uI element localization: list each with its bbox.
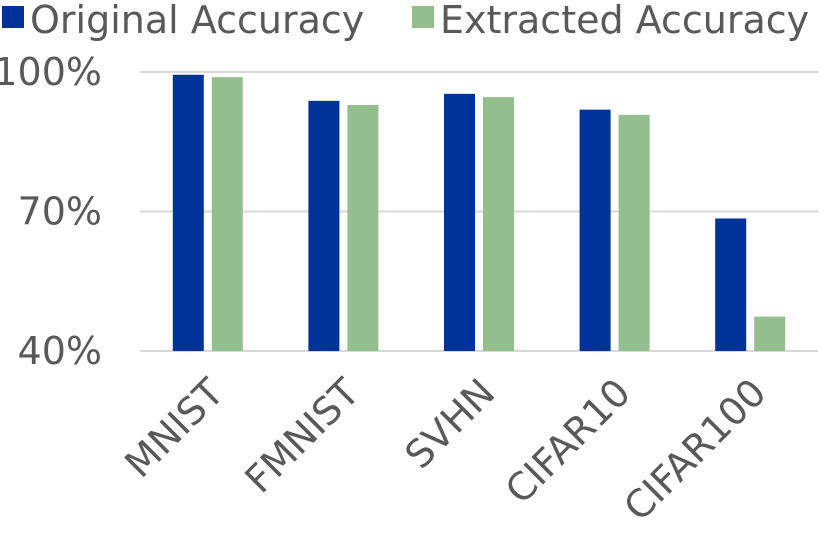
- bar-original-accuracy-svhn: [444, 93, 475, 351]
- bar-original-accuracy-fmnist: [308, 100, 340, 351]
- legend-label: Original Accuracy: [30, 0, 364, 42]
- y-tick-label: 40%: [18, 329, 102, 373]
- bar-extracted-accuracy-fmnist: [347, 105, 379, 351]
- x-tick-label: CIFAR10: [497, 370, 639, 512]
- x-tick-label: MNIST: [116, 370, 232, 486]
- bars: [172, 74, 786, 352]
- legend-label: Extracted Accuracy: [440, 0, 809, 42]
- gridlines: [140, 71, 818, 352]
- legend-swatch: [412, 6, 434, 28]
- bar-original-accuracy-mnist: [172, 74, 204, 351]
- bar-original-accuracy-cifar10: [579, 109, 611, 351]
- y-tick-label: 100%: [0, 50, 102, 94]
- x-tick-label: FMNIST: [237, 370, 369, 502]
- chart-legend: Original Accuracy Extracted Accuracy: [2, 0, 809, 42]
- bar-extracted-accuracy-mnist: [211, 77, 243, 352]
- bar-extracted-accuracy-svhn: [483, 97, 514, 351]
- y-tick-label: 70%: [18, 190, 102, 234]
- legend-swatch: [2, 6, 24, 28]
- bar-extracted-accuracy-cifar100: [754, 316, 786, 351]
- x-tick-label: SVHN: [397, 370, 504, 477]
- bar-extracted-accuracy-cifar10: [618, 114, 650, 351]
- bar-original-accuracy-cifar100: [715, 218, 747, 351]
- y-axis: 40% 70% 100%: [0, 50, 102, 373]
- x-tick-label: CIFAR100: [615, 370, 774, 529]
